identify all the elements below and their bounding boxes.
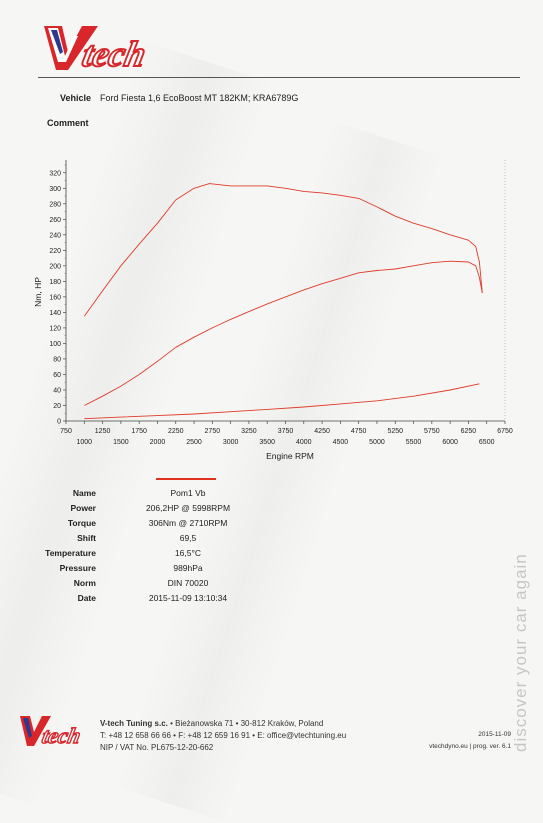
- x-axis-label: Engine RPM: [266, 451, 314, 461]
- param-label: Norm: [73, 578, 96, 588]
- dyno-report-sheet: tech Vehicle Ford Fiesta 1,6 EcoBoost MT…: [0, 26, 530, 823]
- legend-color-line: [156, 478, 216, 480]
- y-tick-label: 140: [49, 310, 61, 317]
- x-tick-label: 1250: [95, 428, 111, 435]
- footer-date: 2015-11-09: [478, 731, 511, 738]
- y-tick-label: 240: [49, 232, 61, 239]
- x-tick-label: 1750: [131, 428, 147, 435]
- series-line-loss: [84, 383, 480, 420]
- y-tick-label: 200: [49, 263, 61, 270]
- param-label: Temperature: [45, 548, 96, 558]
- param-label: Power: [70, 503, 96, 513]
- x-tick-label: 3750: [278, 428, 294, 435]
- company-name: V-tech Tuning s.c.: [100, 719, 168, 728]
- x-tick-label: 6750: [497, 428, 513, 435]
- x-tick-label: 4750: [351, 428, 367, 435]
- y-axis-label: Nm, HP: [33, 277, 43, 307]
- footer-company: V-tech Tuning s.c. • Bieżanowska 71 • 30…: [100, 719, 323, 728]
- x-tick-label: 3250: [241, 428, 257, 435]
- side-slogan: discover your car again: [511, 553, 530, 752]
- x-tick-label: 4500: [333, 439, 349, 446]
- y-tick-label: 100: [49, 341, 61, 348]
- param-label: Shift: [77, 533, 96, 543]
- param-value: 989hPa: [173, 563, 203, 573]
- x-tick-label: 5000: [369, 439, 385, 446]
- header-divider: [38, 77, 520, 78]
- param-value: 206,2HP @ 5998RPM: [145, 503, 231, 513]
- series-line-power: [84, 260, 483, 406]
- y-tick-label: 40: [53, 387, 61, 394]
- x-tick-label: 750: [60, 428, 72, 435]
- y-tick-label: 220: [49, 248, 61, 255]
- y-tick-label: 60: [53, 372, 61, 379]
- y-tick-label: 0: [57, 419, 61, 426]
- param-label: Date: [77, 593, 96, 603]
- x-tick-label: 1000: [77, 439, 93, 446]
- x-tick-label: 4250: [314, 428, 330, 435]
- x-tick-label: 6500: [479, 439, 495, 446]
- x-tick-label: 2750: [205, 428, 221, 435]
- company-address: • Bieżanowska 71 • 30-812 Kraków, Poland: [167, 719, 324, 728]
- y-tick-label: 320: [49, 170, 61, 177]
- comment-label: Comment: [47, 118, 89, 128]
- y-tick-label: 300: [49, 186, 61, 193]
- param-value: 69,5: [179, 533, 197, 543]
- y-tick-label: 20: [53, 403, 61, 410]
- x-tick-label: 2000: [150, 439, 166, 446]
- param-label: Pressure: [59, 563, 96, 573]
- y-tick-label: 280: [49, 201, 61, 208]
- x-tick-label: 1500: [113, 439, 129, 446]
- param-value: 306Nm @ 2710RPM: [148, 518, 228, 528]
- param-label: Name: [72, 488, 96, 498]
- x-tick-label: 2500: [186, 439, 202, 446]
- chart-axes: 0 20 40 60 80 100 120 140 160 180 200 220 240 260 280 3…: [49, 160, 513, 446]
- x-tick-label: 5500: [406, 439, 422, 446]
- y-tick-label: 160: [49, 294, 61, 301]
- series-line-torque: [83, 183, 483, 317]
- x-tick-label: 5750: [424, 428, 440, 435]
- param-label: Torque: [67, 518, 96, 528]
- vtech-footer-logo: tech: [20, 716, 84, 748]
- y-tick-label: 120: [49, 325, 61, 332]
- param-value: DIN 70020: [167, 578, 209, 588]
- vtech-logo: tech: [44, 26, 150, 74]
- param-value: Pom1 Vb: [170, 488, 206, 498]
- x-tick-label: 6250: [461, 428, 477, 435]
- vehicle-label: Vehicle: [60, 93, 92, 103]
- x-tick-label: 5250: [387, 428, 403, 435]
- footer-contact: T: +48 12 658 66 66 • F: +48 12 659 16 9…: [100, 731, 347, 740]
- dyno-chart: 0 20 40 60 80 100 120 140 160 180 200 220 240 260 280 3…: [33, 160, 513, 461]
- param-value: 2015-11-09 13:10:34: [148, 593, 228, 603]
- footer-site: vtechdyno.eu | prog. ver. 6.1: [429, 743, 511, 750]
- vehicle-value: Ford Fiesta 1,6 EcoBoost MT 182KM; KRA67…: [100, 93, 299, 103]
- y-tick-label: 260: [49, 217, 61, 224]
- x-tick-label: 4000: [296, 439, 312, 446]
- x-tick-label: 6000: [442, 439, 458, 446]
- x-tick-label: 2250: [168, 428, 184, 435]
- x-tick-label: 3500: [259, 439, 275, 446]
- y-tick-label: 180: [49, 279, 61, 286]
- footer-nip: NIP / VAT No. PL675-12-20-662: [100, 743, 214, 752]
- x-tick-label: 3000: [223, 439, 239, 446]
- svg-text:tech: tech: [40, 723, 83, 748]
- svg-text:tech: tech: [79, 34, 149, 74]
- param-value: 16,5°C: [174, 548, 202, 558]
- y-tick-label: 80: [53, 356, 61, 363]
- chart-plot-area: [83, 183, 483, 420]
